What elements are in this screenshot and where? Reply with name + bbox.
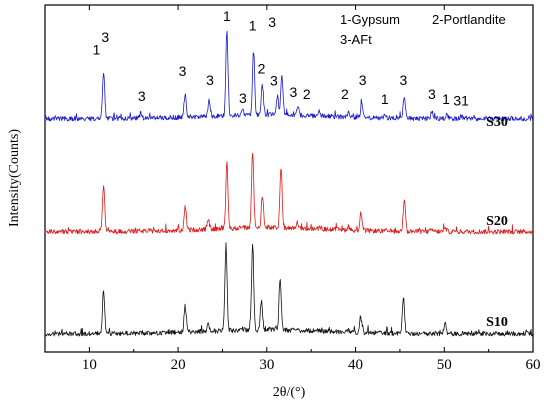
peak-annotation: 3	[239, 90, 247, 106]
peak-annotation: 2	[341, 86, 349, 102]
diffraction-traces	[44, 30, 533, 337]
y-axis-label: Intensity(Counts)	[7, 129, 22, 227]
plot-frame	[44, 4, 534, 353]
series-label-s20: S20	[486, 214, 508, 229]
peak-annotation: 1	[93, 41, 101, 57]
x-tick-label: 40	[348, 357, 363, 373]
series-line-s30	[44, 30, 533, 122]
peak-annotation: 3	[270, 73, 278, 89]
peak-annotation: 3	[101, 29, 109, 45]
peak-annotation: 3	[206, 72, 214, 88]
x-tick-label: 30	[259, 357, 274, 373]
peak-annotation: 1	[249, 18, 257, 34]
peak-annotation: 1	[442, 91, 450, 107]
series-line-s10	[44, 242, 533, 337]
legend-entry-gypsum: 1-Gypsum	[340, 12, 400, 27]
peak-annotation: 3	[179, 63, 187, 79]
peak-annotation: 1	[381, 91, 389, 107]
x-tick-label: 20	[171, 357, 186, 373]
legend-entry-aft: 3-AFt	[340, 32, 372, 47]
peak-annotation: 3	[138, 88, 146, 104]
x-tick-label: 10	[82, 357, 97, 373]
legend-entry-portlandite: 2-Portlandite	[432, 12, 506, 27]
series-label-s10: S10	[486, 315, 508, 330]
x-tick-label: 60	[526, 357, 541, 373]
peak-annotation: 2	[258, 60, 266, 76]
series-label-s30: S30	[486, 115, 508, 130]
peak-annotation: 3	[290, 84, 298, 100]
series-names: S30 S20 S10	[486, 115, 508, 330]
x-tick-label: 50	[437, 357, 452, 373]
peak-annotation: 31	[453, 93, 469, 109]
peak-annotation: 2	[303, 86, 311, 102]
peak-annotation: 3	[428, 86, 436, 102]
peak-annotation: 3	[400, 72, 408, 88]
peak-annotation: 1	[223, 8, 231, 24]
x-axis-ticks: 10 20 30 40 50 60	[44, 5, 541, 373]
peak-annotation: 3	[268, 14, 276, 30]
peak-annotation: 3	[359, 72, 367, 88]
series-line-s20	[44, 152, 533, 235]
x-axis-label: 2θ/(°)	[273, 385, 306, 400]
